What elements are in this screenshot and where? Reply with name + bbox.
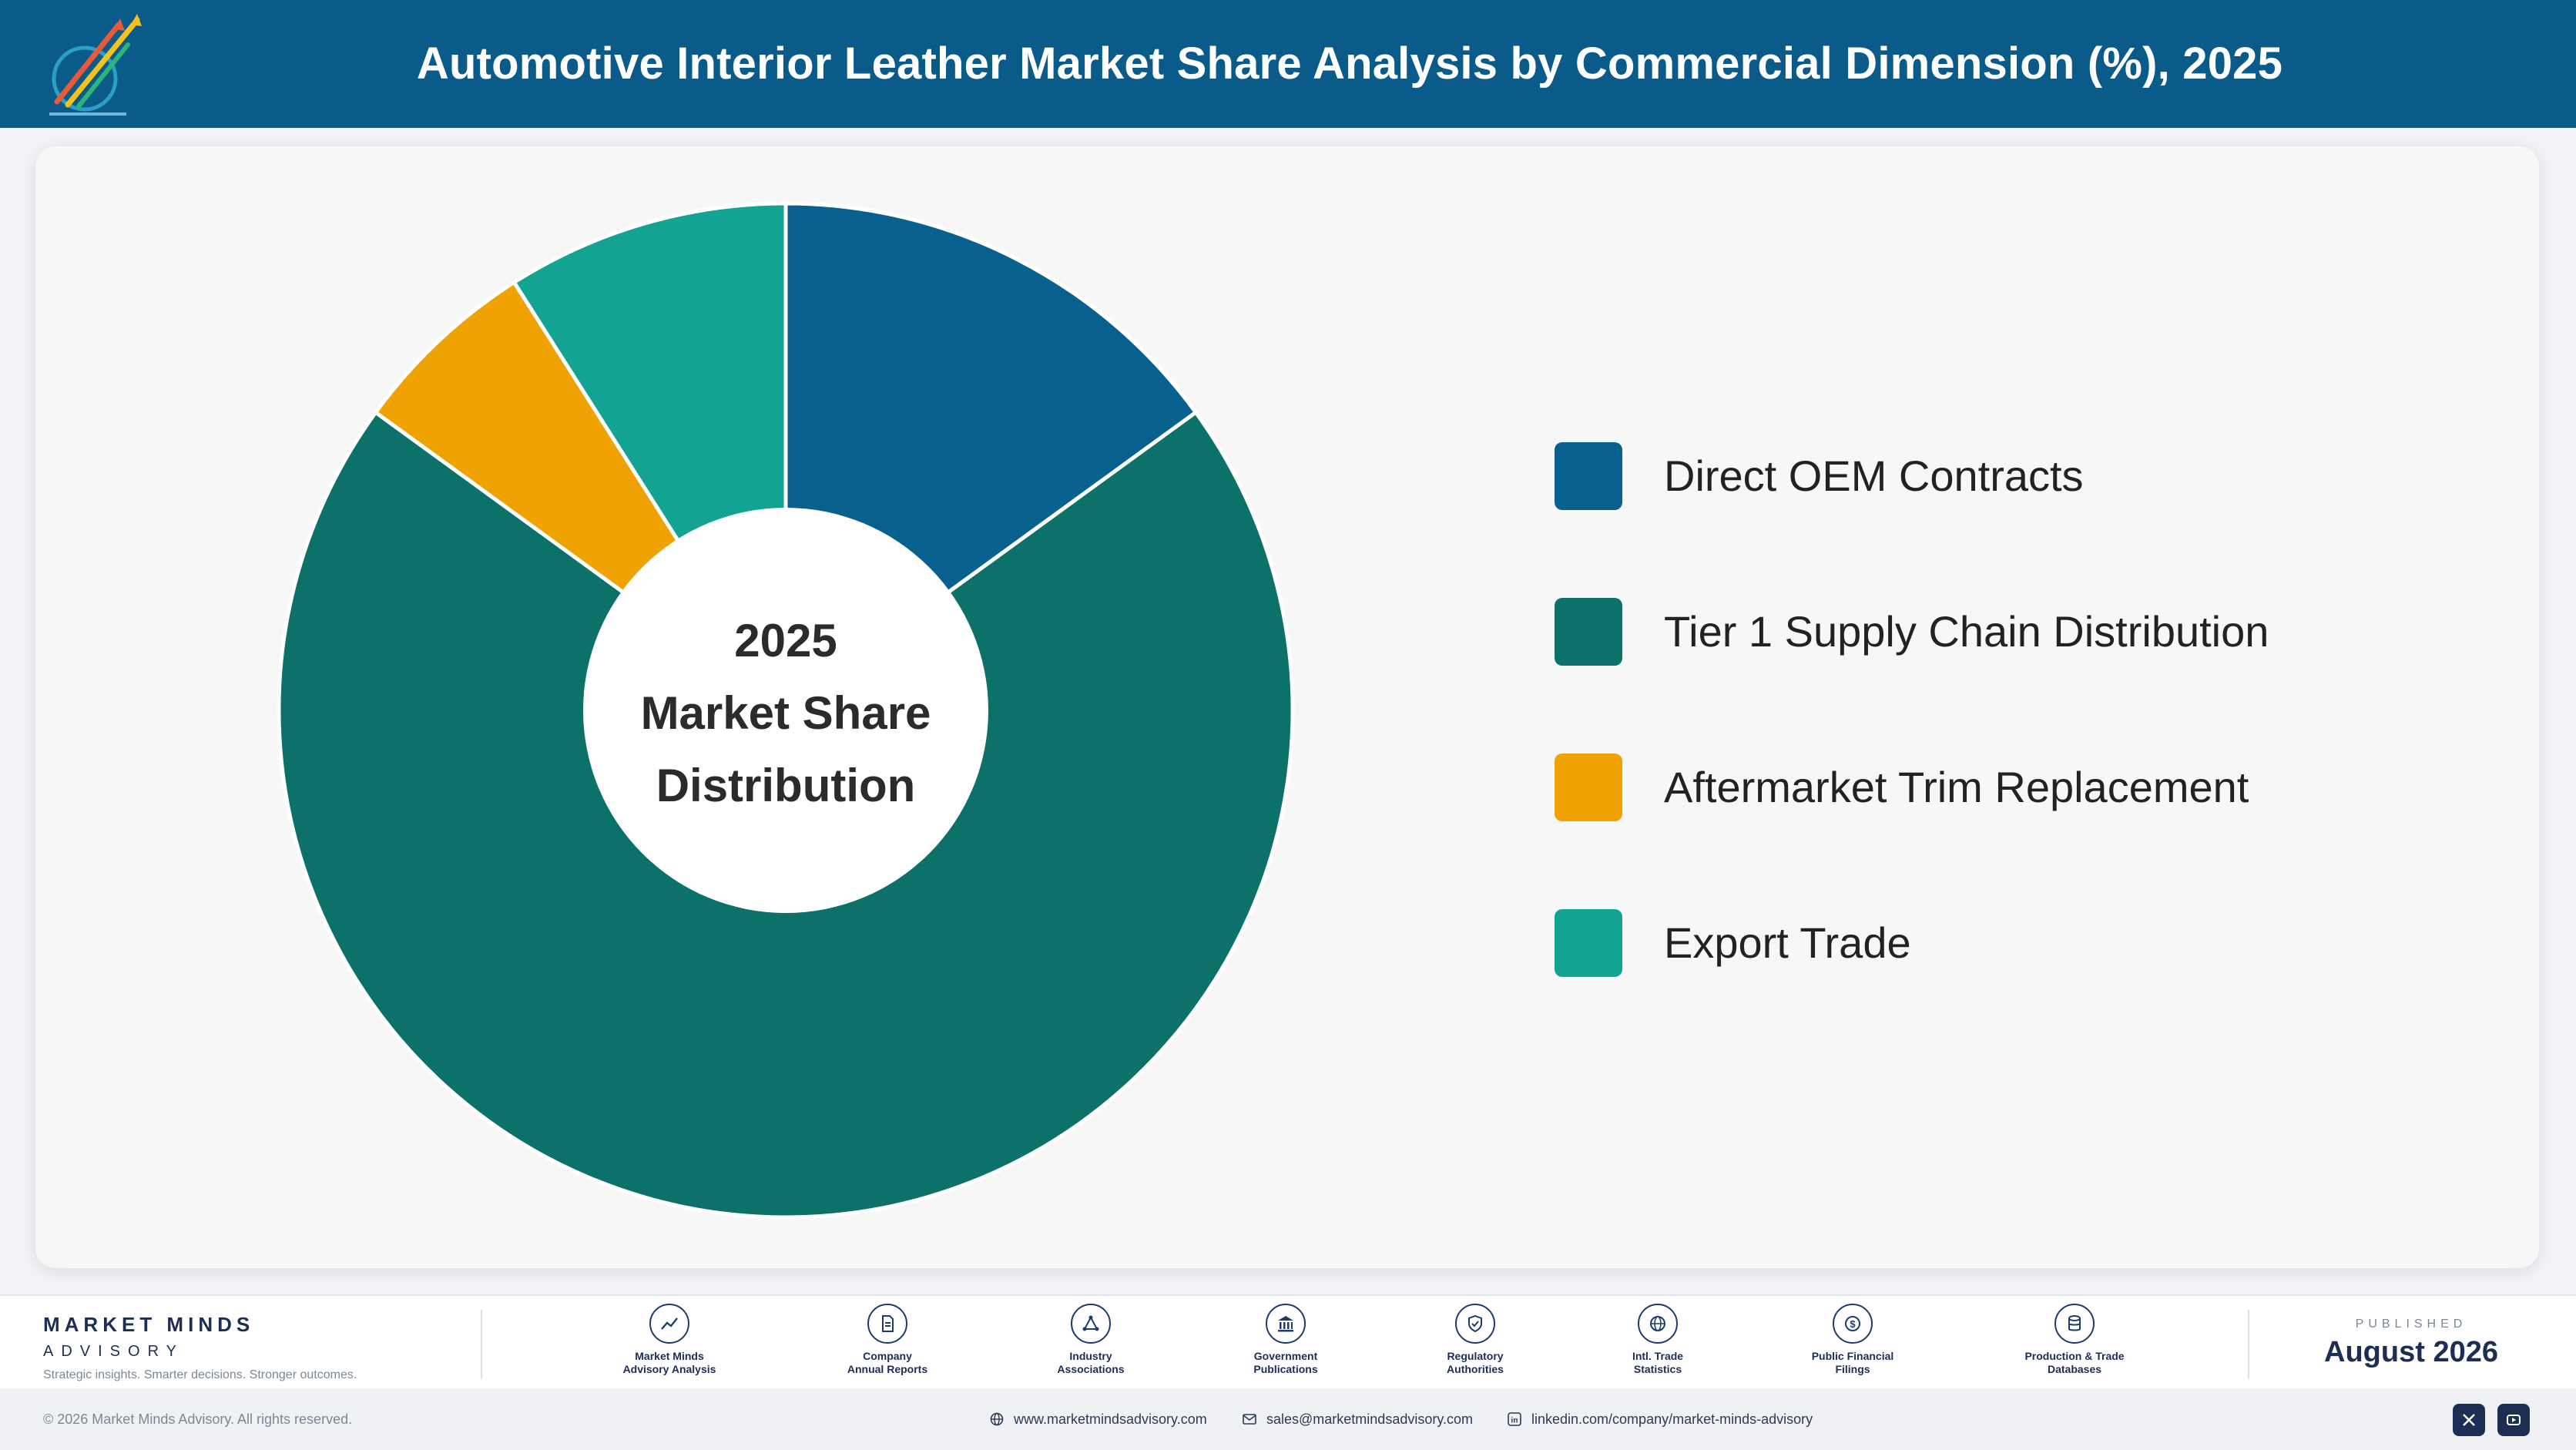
center-label-line3: Distribution	[656, 760, 916, 811]
brand-tagline: Strategic insights. Smarter decisions. S…	[43, 1368, 357, 1381]
donut-hole	[583, 508, 988, 913]
x-logo-icon	[2463, 1414, 2475, 1426]
header-bar: Automotive Interior Leather Market Share…	[0, 0, 2576, 128]
source-item: Industry Associations	[1014, 1304, 1168, 1376]
mail-icon	[1243, 1414, 1256, 1425]
globe-icon	[990, 1412, 1004, 1426]
footer: MARKET MINDS ADVISORY Strategic insights…	[0, 1294, 2576, 1390]
youtube-social-button[interactable]	[2497, 1404, 2530, 1436]
legend-label: Export Trade	[1664, 918, 1911, 967]
linkedin-link[interactable]: in linkedin.com/company/market-minds-adv…	[1507, 1388, 1813, 1450]
network-icon	[1071, 1304, 1111, 1344]
email-text: sales@marketmindsadvisory.com	[1266, 1411, 1474, 1427]
legend-swatch-export	[1555, 909, 1622, 977]
footer-divider	[2248, 1310, 2249, 1379]
published-date: August 2026	[2324, 1336, 2498, 1368]
legend-label: Tier 1 Supply Chain Distribution	[1664, 607, 2269, 656]
svg-text:in: in	[1511, 1417, 1518, 1425]
bottom-bar: © 2026 Market Minds Advisory. All rights…	[0, 1388, 2576, 1450]
trend-chart-icon	[649, 1304, 689, 1344]
brand-subtitle: ADVISORY	[43, 1343, 184, 1360]
published-label: PUBLISHED	[2355, 1317, 2467, 1331]
source-item: Regulatory Authorities	[1398, 1304, 1552, 1376]
document-icon	[867, 1304, 907, 1344]
shield-check-icon	[1455, 1304, 1495, 1344]
legend-swatch-tier1	[1555, 598, 1622, 666]
source-item: Government Publications	[1209, 1304, 1363, 1376]
source-list: Market Minds Advisory Analysis Company Ann…	[0, 1296, 2576, 1390]
published-info: PUBLISHED August 2026	[2265, 1317, 2558, 1369]
source-item: Company Annual Reports	[810, 1304, 964, 1376]
globe-icon	[1638, 1304, 1678, 1344]
youtube-icon	[2507, 1415, 2521, 1425]
legend-swatch-aftermarket	[1555, 754, 1622, 821]
government-building-icon	[1266, 1304, 1306, 1344]
footer-brand: MARKET MINDS ADVISORY Strategic insights…	[43, 1313, 357, 1382]
source-label: Regulatory Authorities	[1447, 1350, 1504, 1375]
email-link[interactable]: sales@marketmindsadvisory.com	[1242, 1388, 1473, 1450]
company-logo-icon	[49, 14, 142, 116]
legend-swatch-direct-oem	[1555, 442, 1622, 510]
database-icon	[2054, 1304, 2095, 1344]
linkedin-icon: in	[1508, 1412, 1521, 1426]
brand-name: MARKET MINDS	[43, 1313, 255, 1336]
dollar-coin-icon: $	[1833, 1304, 1873, 1344]
linkedin-text: linkedin.com/company/market-minds-adviso…	[1531, 1411, 1813, 1427]
source-label: Intl. Trade Statistics	[1632, 1350, 1684, 1375]
website-link[interactable]: www.marketmindsadvisory.com	[989, 1388, 1207, 1450]
center-label-year: 2025	[734, 615, 837, 666]
website-text: www.marketmindsadvisory.com	[1014, 1411, 1207, 1427]
source-item: Intl. Trade Statistics	[1581, 1304, 1735, 1376]
donut-chart	[279, 203, 1293, 1218]
source-item: Market Minds Advisory Analysis	[592, 1304, 746, 1376]
source-item: $ Public Financial Filings	[1776, 1304, 1930, 1376]
page-title: Automotive Interior Leather Market Share…	[416, 39, 2283, 89]
x-social-button[interactable]	[2453, 1404, 2485, 1436]
source-label: Government Publications	[1253, 1350, 1318, 1375]
center-label-line2: Market Share	[640, 687, 931, 739]
svg-text:$: $	[1850, 1318, 1856, 1330]
source-label: Market Minds Advisory Analysis	[622, 1350, 716, 1375]
source-item: Production & Trade Databases	[1997, 1304, 2152, 1376]
copyright-text: © 2026 Market Minds Advisory. All rights…	[43, 1411, 353, 1427]
source-label: Company Annual Reports	[847, 1350, 928, 1375]
source-label: Industry Associations	[1057, 1350, 1125, 1375]
footer-divider	[481, 1310, 482, 1379]
chart-center-label: 2025 Market Share Distribution	[585, 605, 986, 822]
source-label: Production & Trade Databases	[2024, 1350, 2125, 1375]
source-label: Public Financial Filings	[1811, 1350, 1894, 1375]
legend-label: Aftermarket Trim Replacement	[1664, 763, 2249, 811]
legend-label: Direct OEM Contracts	[1664, 451, 2084, 500]
